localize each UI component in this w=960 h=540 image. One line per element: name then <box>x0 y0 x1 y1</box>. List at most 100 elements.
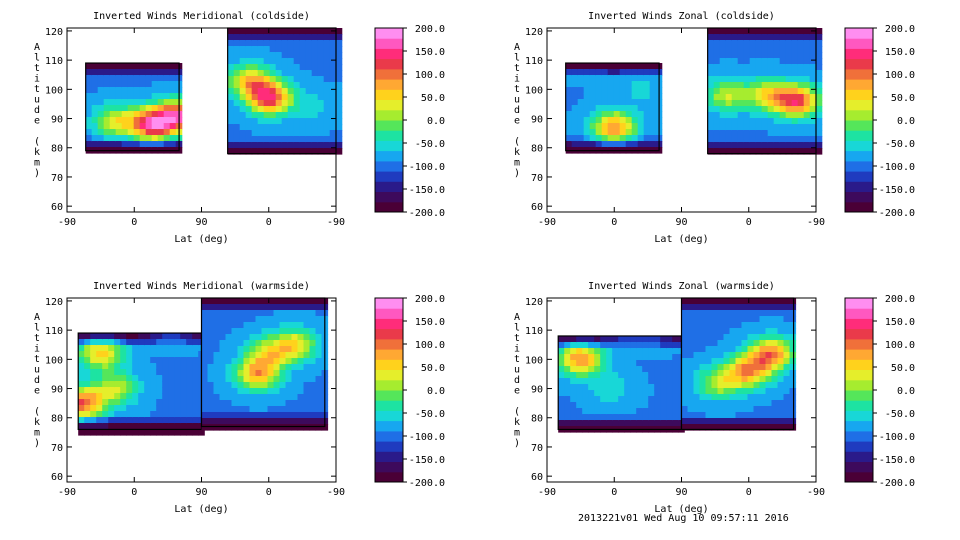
contour-cell <box>309 334 317 341</box>
colorbar-segment <box>845 109 873 121</box>
contour-cell <box>687 400 695 407</box>
contour-cell <box>245 130 253 137</box>
contour-cell <box>711 346 719 353</box>
contour-cell <box>672 366 679 373</box>
colorbar-segment <box>375 68 403 80</box>
contour-cell <box>219 310 227 317</box>
contour-cell <box>791 94 799 101</box>
contour-cell <box>654 348 661 355</box>
contour-cell <box>251 34 259 41</box>
contour-cell <box>97 69 105 76</box>
contour-cell <box>577 81 585 88</box>
contour-cell <box>791 76 799 83</box>
contour-cell <box>180 393 187 400</box>
contour-cell <box>773 124 781 131</box>
contour-cell <box>607 75 615 82</box>
contour-cell <box>85 69 93 76</box>
contour-cell <box>317 58 325 65</box>
contour-cell <box>643 141 651 148</box>
contour-cell <box>570 336 577 343</box>
contour-cell <box>249 406 257 413</box>
contour-cell <box>783 322 791 329</box>
contour-cell <box>672 348 679 355</box>
contour-cell <box>281 28 289 35</box>
contour-cell <box>285 424 293 431</box>
contour-cell <box>761 142 769 149</box>
x-axis-label: Lat (deg) <box>174 504 228 515</box>
contour-cell <box>275 130 283 137</box>
contour-cell <box>309 412 317 419</box>
contour-cell <box>779 118 787 125</box>
contour-cell <box>642 396 649 403</box>
contour-cell <box>275 136 283 143</box>
contour-cell <box>78 429 85 436</box>
contour-cell <box>642 336 649 343</box>
contour-cell <box>713 124 721 131</box>
contour-cell <box>743 112 751 119</box>
contour-cell <box>293 52 301 59</box>
contour-cell <box>773 46 781 53</box>
contour-cell <box>267 370 275 377</box>
contour-cell <box>711 370 719 377</box>
contour-cell <box>249 382 257 389</box>
contour-cell <box>789 298 797 305</box>
contour-cell <box>649 141 657 148</box>
contour-cell <box>213 328 221 335</box>
contour-cell <box>279 364 287 371</box>
contour-cell <box>317 70 325 77</box>
contour-cell <box>725 46 733 53</box>
contour-cell <box>789 370 797 377</box>
contour-cell <box>162 381 169 388</box>
contour-cell <box>97 87 105 94</box>
contour-cell <box>305 64 313 71</box>
contour-cell <box>719 112 727 119</box>
contour-cell <box>759 388 767 395</box>
contour-cell <box>624 360 631 367</box>
contour-cell <box>168 387 175 394</box>
colorbar-segment <box>845 28 873 39</box>
contour-cell <box>797 82 805 89</box>
contour-cell <box>245 58 253 65</box>
contour-cell <box>789 406 797 413</box>
contour-cell <box>625 93 633 100</box>
contour-cell <box>797 112 805 119</box>
contour-cell <box>803 46 811 53</box>
contour-cell <box>648 402 655 409</box>
contour-cell <box>275 148 283 155</box>
contour-cell <box>637 129 645 136</box>
contour-cell <box>121 141 129 148</box>
contour-cell <box>102 417 109 424</box>
contour-cell <box>601 99 609 106</box>
contour-cell <box>809 136 817 143</box>
contour-cell <box>180 423 187 430</box>
contour-cell <box>78 399 85 406</box>
contour-cell <box>631 123 639 130</box>
contour-cell <box>643 135 651 142</box>
contour-cell <box>761 40 769 47</box>
contour-cell <box>565 123 573 130</box>
contour-cell <box>693 394 701 401</box>
contour-cell <box>601 123 609 130</box>
contour-cell <box>785 118 793 125</box>
contour-cell <box>297 406 305 413</box>
contour-cell <box>619 135 627 142</box>
contour-cell <box>619 123 627 130</box>
contour-cell <box>741 346 749 353</box>
contour-cell <box>162 363 169 370</box>
contour-cell <box>255 358 263 365</box>
contour-cell <box>237 382 245 389</box>
contour-cell <box>97 63 105 70</box>
contour-cell <box>765 370 773 377</box>
contour-cell <box>108 381 115 388</box>
contour-cell <box>323 112 331 119</box>
contour-cell <box>577 141 585 148</box>
contour-cell <box>201 376 209 383</box>
contour-cell <box>243 346 251 353</box>
contour-cell <box>145 75 153 82</box>
contour-cell <box>174 351 181 358</box>
contour-cell <box>558 366 565 373</box>
contour-cell <box>132 363 139 370</box>
contour-cell <box>749 94 757 101</box>
contour-cell <box>233 28 241 35</box>
contour-cell <box>261 412 269 419</box>
